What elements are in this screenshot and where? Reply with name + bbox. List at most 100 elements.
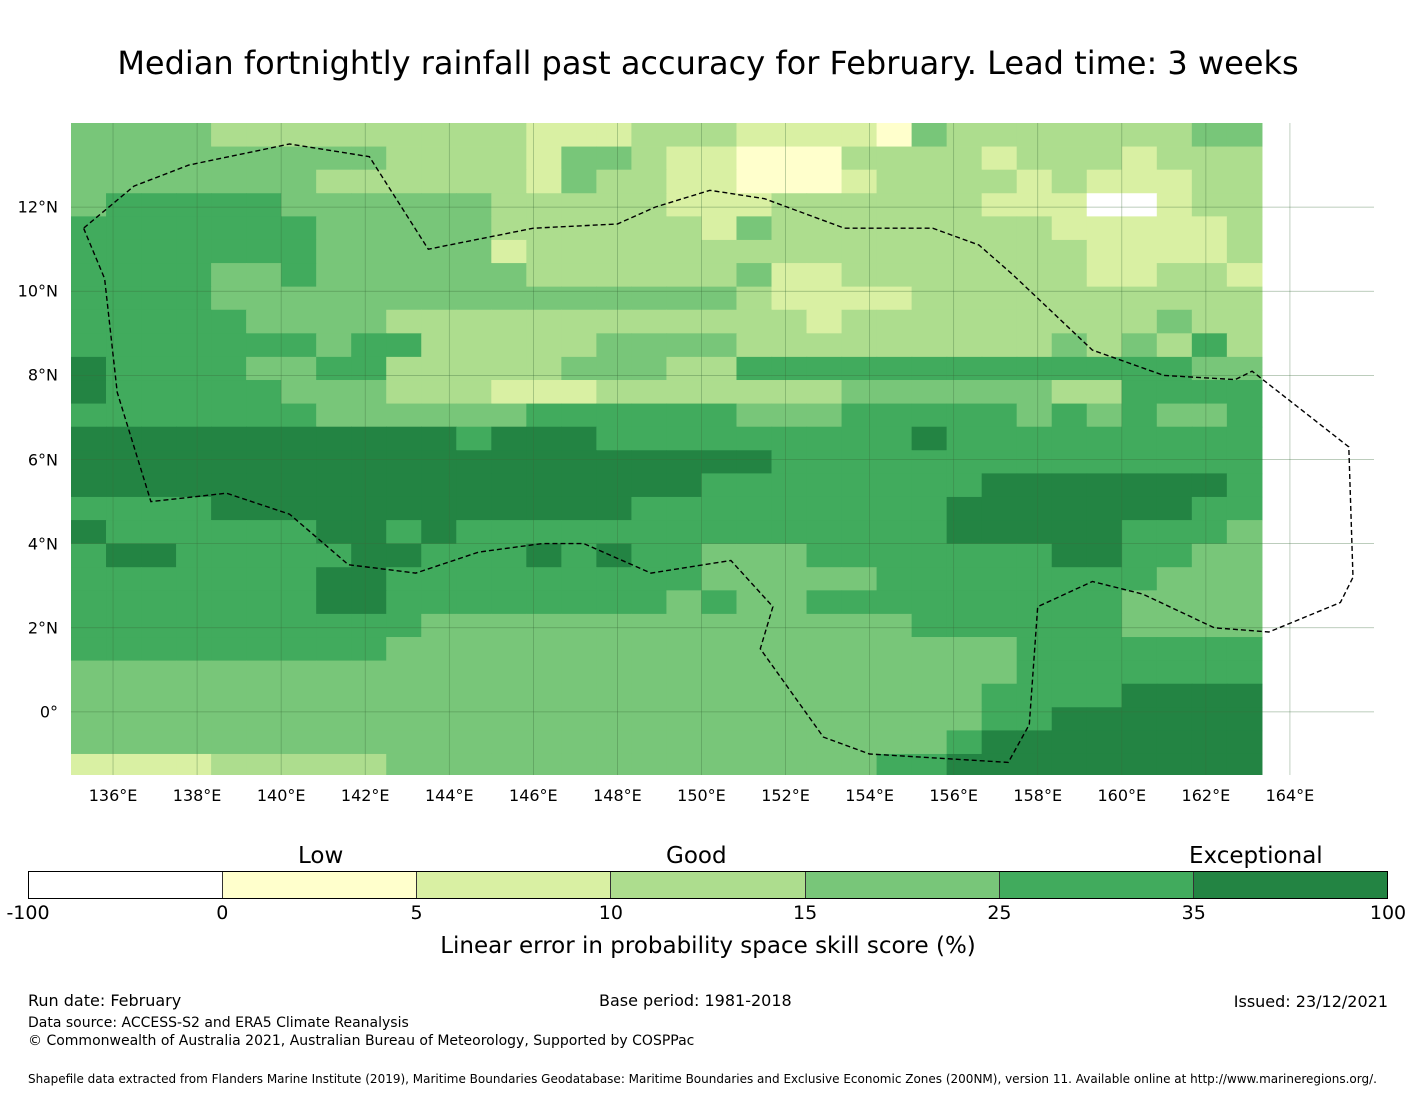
heatmap-cell — [876, 613, 913, 638]
heatmap-cell — [1226, 637, 1263, 661]
heatmap-cell — [526, 309, 562, 334]
colorbar-segment — [805, 872, 1000, 898]
heatmap-cell — [141, 567, 177, 592]
heatmap-cell — [1226, 520, 1263, 545]
heatmap-cell — [176, 567, 212, 592]
heatmap-cell — [386, 309, 422, 334]
heatmap-cell — [981, 730, 1018, 755]
heatmap-cell — [1051, 193, 1088, 218]
heatmap-cell — [666, 637, 703, 661]
heatmap-cell — [141, 403, 177, 428]
longitude-label: 162°E — [1181, 786, 1231, 805]
heatmap-cell — [421, 123, 457, 147]
heatmap-cell — [1051, 309, 1088, 334]
heatmap-cell — [1051, 169, 1088, 194]
heatmap-cell — [771, 286, 808, 311]
heatmap-cell — [71, 263, 107, 288]
data-source: Data source: ACCESS-S2 and ERA5 Climate … — [28, 1015, 409, 1031]
colorbar-segment — [223, 872, 418, 898]
run-date: Run date: February — [28, 991, 182, 1010]
heatmap-cell — [316, 707, 352, 732]
heatmap-cell — [806, 286, 843, 311]
heatmap-cell — [911, 356, 948, 381]
heatmap-cell — [386, 707, 422, 732]
heatmap-cell — [806, 473, 843, 498]
heatmap-cell — [771, 193, 808, 218]
heatmap-cell — [1016, 216, 1053, 241]
heatmap-cell — [1051, 707, 1088, 732]
heatmap-cell — [981, 239, 1018, 264]
heatmap-cell — [386, 193, 422, 218]
heatmap-cell — [421, 496, 457, 521]
heatmap-cell — [211, 660, 247, 685]
heatmap-cell — [701, 426, 738, 451]
heatmap-cell — [1226, 286, 1263, 311]
heatmap-cell — [1016, 683, 1053, 708]
heatmap-cell — [141, 730, 177, 755]
heatmap-cell — [1191, 683, 1228, 708]
heatmap-cell — [1121, 520, 1158, 545]
heatmap-cell — [1226, 333, 1263, 358]
heatmap-cell — [421, 356, 457, 381]
heatmap-cell — [946, 496, 983, 521]
heatmap-cell — [211, 193, 247, 218]
heatmap-cell — [946, 239, 983, 264]
heatmap-cell — [736, 707, 773, 732]
heatmap-cell — [386, 590, 422, 615]
heatmap-cell — [701, 169, 738, 194]
heatmap-cell — [456, 193, 492, 218]
heatmap-cell — [666, 567, 703, 592]
heatmap-cell — [456, 637, 492, 661]
heatmap-cell — [246, 239, 282, 264]
heatmap-cell — [1226, 146, 1263, 171]
heatmap-cell — [1121, 356, 1158, 381]
heatmap-cell — [666, 333, 703, 358]
heatmap-cell — [771, 450, 808, 475]
heatmap-cell — [176, 426, 212, 451]
heatmap-cell — [421, 426, 457, 451]
heatmap-cell — [1191, 496, 1228, 521]
heatmap-cell — [246, 613, 282, 638]
heatmap-cell — [246, 730, 282, 755]
heatmap-cell — [211, 380, 247, 404]
heatmap-cell — [876, 567, 913, 592]
heatmap-cell — [701, 637, 738, 661]
heatmap-cell — [246, 753, 282, 775]
heatmap-cell — [281, 473, 317, 498]
heatmap-cells — [71, 123, 1263, 775]
heatmap-cell — [876, 590, 913, 615]
heatmap-cell — [561, 707, 597, 732]
heatmap-cell — [946, 567, 983, 592]
latitude-label: 6°N — [27, 450, 58, 470]
colorbar-segment — [999, 872, 1194, 898]
heatmap-cell — [281, 263, 317, 288]
heatmap-cell — [1016, 309, 1053, 334]
colorbar-label: Linear error in probability space skill … — [440, 933, 976, 959]
heatmap-cell — [981, 496, 1018, 521]
heatmap-cell — [211, 590, 247, 615]
heatmap-cell — [456, 426, 492, 451]
heatmap-cell — [71, 146, 107, 171]
colorbar-tick-label: 100 — [1369, 902, 1407, 924]
heatmap-cell — [771, 567, 808, 592]
heatmap-cell — [386, 169, 422, 194]
heatmap-cell — [141, 520, 177, 545]
heatmap-cell — [911, 543, 948, 568]
heatmap-cell — [211, 473, 247, 498]
heatmap-cell — [526, 426, 562, 451]
heatmap-cell — [1191, 333, 1228, 358]
heatmap-cell — [1191, 450, 1228, 475]
heatmap-cell — [806, 169, 843, 194]
heatmap-cell — [1086, 707, 1123, 732]
map-canvas — [71, 123, 1374, 775]
heatmap-cell — [596, 730, 633, 755]
heatmap-cell — [1226, 309, 1263, 334]
heatmap-cell — [421, 380, 457, 404]
heatmap-cell — [666, 683, 703, 708]
heatmap-cell — [1226, 613, 1263, 638]
heatmap-cell — [771, 263, 808, 288]
heatmap-cell — [911, 309, 948, 334]
heatmap-cell — [701, 403, 738, 428]
heatmap-cell — [911, 683, 948, 708]
heatmap-cell — [596, 333, 633, 358]
